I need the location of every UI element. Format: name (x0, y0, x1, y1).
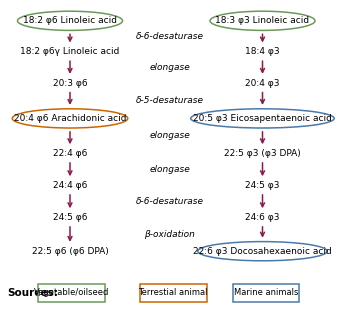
Text: elongase: elongase (149, 165, 190, 174)
Text: 24:5 φ6: 24:5 φ6 (53, 213, 87, 222)
Text: 22:6 φ3 Docosahexaenoic acid: 22:6 φ3 Docosahexaenoic acid (193, 247, 332, 256)
Text: 22:4 φ6: 22:4 φ6 (53, 149, 87, 158)
Text: 18:3 φ3 Linoleic acid: 18:3 φ3 Linoleic acid (216, 16, 309, 25)
Text: δ-6-desaturase: δ-6-desaturase (136, 197, 204, 206)
Text: elongase: elongase (149, 63, 190, 72)
Text: Terrestial animal: Terrestial animal (139, 288, 208, 297)
Text: 24:6 φ3: 24:6 φ3 (245, 213, 280, 222)
Text: 18:4 φ3: 18:4 φ3 (245, 47, 280, 56)
Text: Sources:: Sources: (7, 288, 58, 298)
Text: 20:5 φ3 Eicosapentaenoic acid: 20:5 φ3 Eicosapentaenoic acid (193, 114, 332, 123)
Text: 20:4 φ3: 20:4 φ3 (245, 79, 280, 88)
Text: elongase: elongase (149, 132, 190, 140)
Text: 20:3 φ6: 20:3 φ6 (53, 79, 87, 88)
Text: β-oxidation: β-oxidation (144, 230, 195, 239)
Text: δ-6-desaturase: δ-6-desaturase (136, 32, 204, 41)
Text: 24:4 φ6: 24:4 φ6 (53, 181, 87, 190)
Text: 22:5 φ6 (φ6 DPA): 22:5 φ6 (φ6 DPA) (32, 247, 108, 256)
Text: 18:2 φ6 Linoleic acid: 18:2 φ6 Linoleic acid (23, 16, 117, 25)
Text: Vegetable/oilseed: Vegetable/oilseed (34, 288, 110, 297)
Text: Marine animals: Marine animals (234, 288, 298, 297)
Text: δ-5-desaturase: δ-5-desaturase (136, 96, 204, 105)
Text: 22:5 φ3 (φ3 DPA): 22:5 φ3 (φ3 DPA) (224, 149, 301, 158)
Text: 18:2 φ6γ Linoleic acid: 18:2 φ6γ Linoleic acid (20, 47, 120, 56)
Text: 24:5 φ3: 24:5 φ3 (245, 181, 280, 190)
Text: 20:4 φ6 Arachidonic acid: 20:4 φ6 Arachidonic acid (14, 114, 126, 123)
